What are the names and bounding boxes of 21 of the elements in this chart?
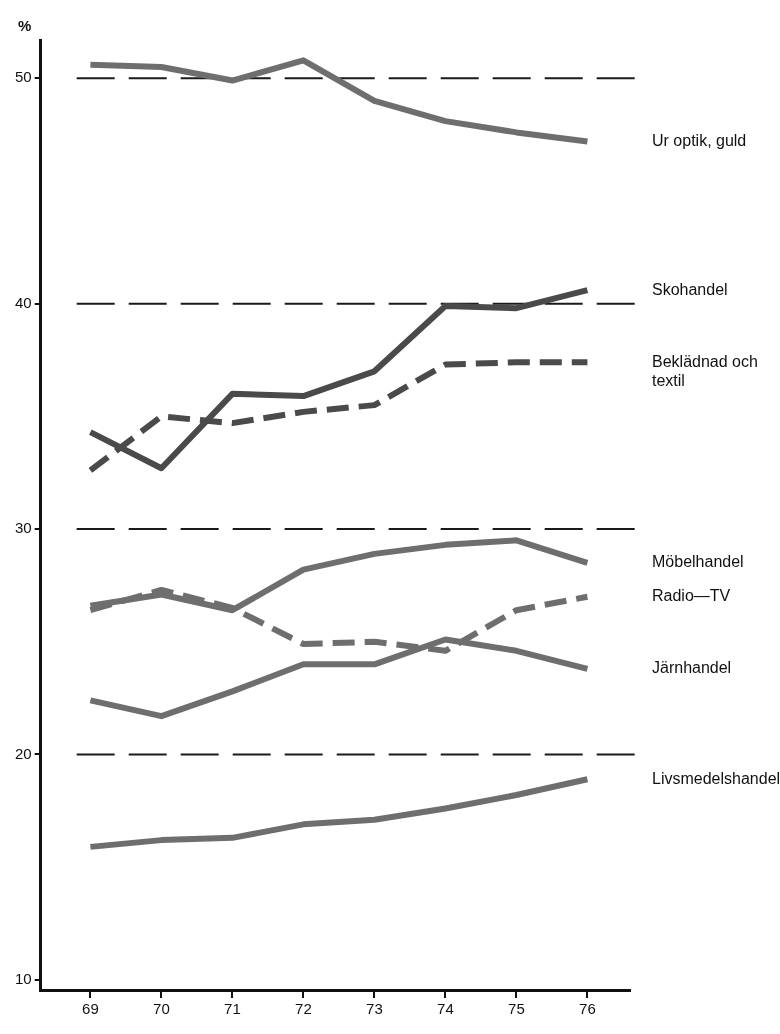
x-tick-label: 76: [579, 1000, 596, 1018]
x-tick-label: 75: [508, 1000, 525, 1018]
y-tick-label: 10: [15, 970, 32, 987]
y-tick-label: 50: [15, 68, 32, 86]
x-tick-label: 74: [437, 1000, 454, 1018]
y-tick-label: 20: [15, 744, 32, 762]
y-tick-label: 40: [15, 293, 32, 311]
text: Skohandel: [652, 280, 728, 298]
text: Radio—TV: [652, 587, 731, 605]
y-axis-title: %: [18, 16, 32, 34]
text: Möbelhandel: [652, 553, 744, 571]
text: Livsmedelshandel: [652, 769, 780, 787]
x-tick-label: 72: [295, 1000, 312, 1018]
y-tick-label: 30: [15, 519, 32, 537]
x-tick-label: 73: [366, 1000, 383, 1018]
text: Beklädnad och textil: [652, 352, 758, 389]
text: Järnhandel: [652, 659, 732, 677]
x-tick-label: 71: [224, 1000, 241, 1018]
x-tick-label: 69: [82, 1000, 99, 1018]
x-tick-label: 70: [153, 1000, 170, 1018]
text: Ur optik, guld: [652, 131, 747, 149]
